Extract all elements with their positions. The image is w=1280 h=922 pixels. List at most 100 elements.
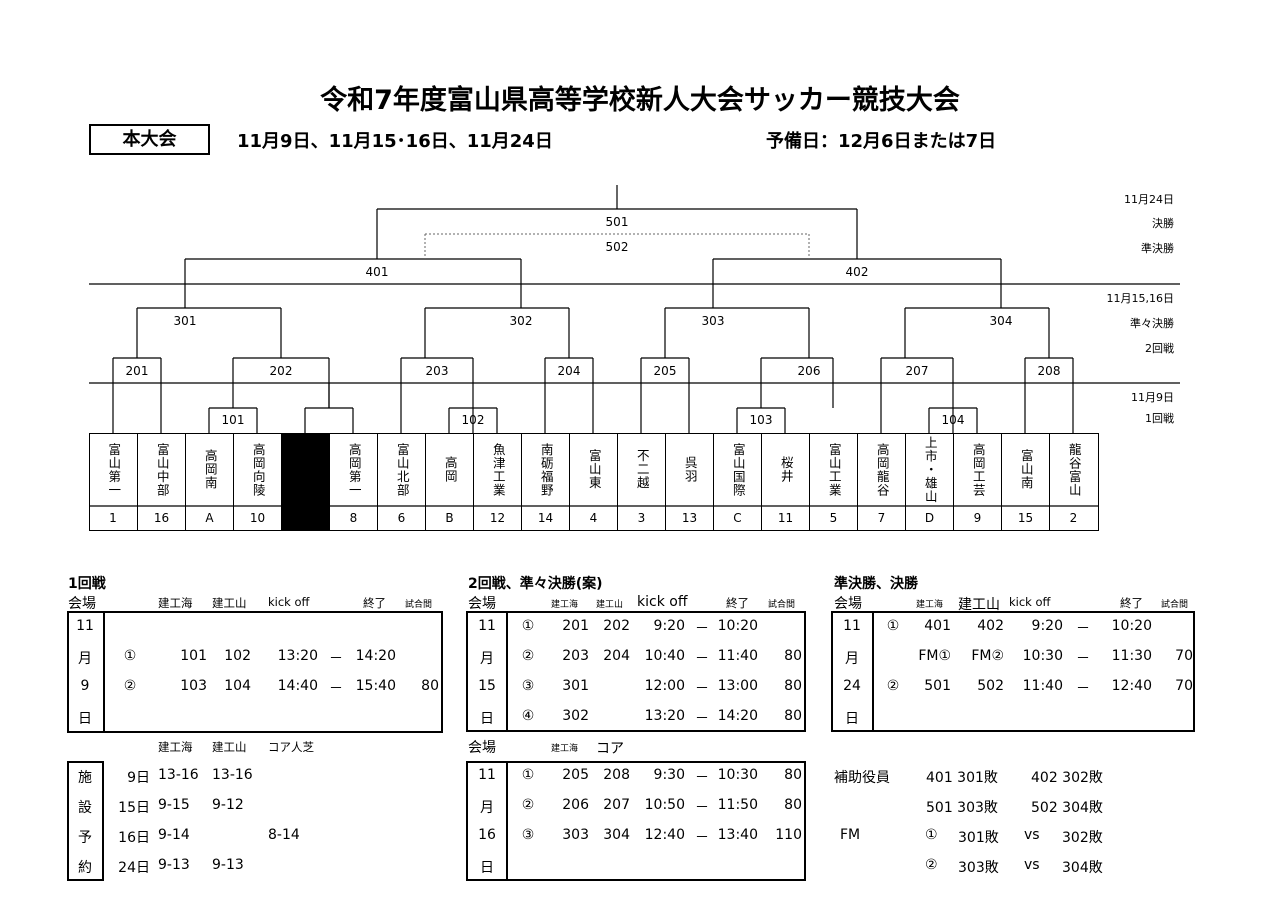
round3-cell: 70 [1175, 648, 1193, 664]
round2b-cell: 9:30 [653, 767, 685, 783]
bracket-label-304: 304 [989, 314, 1013, 328]
team-name: 富山北部 [394, 442, 410, 497]
round3-cell: 10:30 [1022, 648, 1063, 664]
fm-label: FM [840, 827, 861, 843]
team-name: 富山国際 [730, 442, 746, 497]
document-title: 令和7年度富山県高等学校新人大会サッカー競技大会 [320, 85, 960, 116]
col-header: 建工海 [916, 600, 944, 610]
team-name: 不二越 [634, 449, 650, 490]
round1-cell: 13:20 [277, 648, 318, 664]
round-label: 2回戦 [1145, 342, 1174, 355]
facility-cell: 16日 [118, 830, 150, 846]
round2-cell: 80 [784, 648, 802, 664]
round1-cell: － [329, 681, 343, 697]
col-header: 終了 [726, 596, 749, 610]
bracket-label-204: 204 [557, 364, 581, 378]
round3-divider [872, 611, 874, 732]
col-header: 試合間 [405, 600, 433, 610]
round-label: 1回戦 [1145, 412, 1174, 425]
helper-assignment: 501 303敗 [926, 800, 998, 816]
round-label: 11月24日 [1124, 193, 1174, 206]
facility-cell: 9-13 [158, 857, 190, 873]
team-name-cell: 富山東 [569, 433, 617, 506]
team-name: 高岡南 [202, 449, 218, 490]
reserve-dates: 予備日：12月6日または7日 [766, 131, 997, 152]
col-header: 建工海 [551, 744, 579, 754]
match-dates: 11月9日、11月15･16日、11月24日 [237, 131, 553, 152]
col-header: kick off [637, 594, 688, 610]
bracket-label-205: 205 [653, 364, 677, 378]
bracket-label-102: 102 [461, 413, 485, 427]
bracket-label-401: 401 [365, 265, 389, 279]
team-name: 呉羽 [682, 456, 698, 483]
round2-cell: － [695, 621, 709, 637]
round1-cell: ② [123, 678, 137, 694]
round2b-cell: － [695, 770, 709, 786]
bracket-label-202: 202 [269, 364, 293, 378]
facility-cell: 24日 [118, 860, 150, 876]
team-name: 高岡工芸 [970, 442, 986, 497]
team-seed: B [425, 506, 473, 530]
round3-title: 準決勝、決勝 [834, 576, 918, 592]
facility-cell: 15日 [118, 800, 150, 816]
bracket-label-203: 203 [425, 364, 449, 378]
round2-cell: 9:20 [653, 618, 685, 634]
round3-cell: － [1076, 621, 1090, 637]
round2b-cell: 12:40 [644, 827, 685, 843]
fm-match: 304敗 [1062, 860, 1103, 876]
round2-cell: ① [521, 618, 535, 634]
round2-cell: 13:00 [717, 678, 758, 694]
col-header: 建工山 [212, 740, 247, 754]
round1-date: 日 [78, 711, 92, 727]
helpers-label: 補助役員 [834, 770, 890, 786]
round2-cell: ② [521, 648, 535, 664]
round2-cell: － [695, 681, 709, 697]
round1-cell: － [329, 651, 343, 667]
team-seed: 2 [1049, 506, 1097, 530]
team-name-cell: 不二越 [617, 433, 665, 506]
bracket-label-302: 302 [509, 314, 533, 328]
team-name: 桜井 [778, 456, 794, 483]
round2b-date: 16 [478, 827, 496, 843]
round2-cell: 203 [562, 648, 589, 664]
round3-cell: 501 [924, 678, 951, 694]
round3-cell: 11:40 [1022, 678, 1063, 694]
round2b-cell: 10:50 [644, 797, 685, 813]
round-label: 11月9日 [1131, 391, 1174, 404]
round2-cell: 13:20 [644, 708, 685, 724]
col-header: kick off [1009, 595, 1051, 609]
team-seed: C [713, 506, 761, 530]
team-name: 龍谷富山 [1066, 442, 1082, 497]
team-name-cell: 富山工業 [809, 433, 857, 506]
round2-cell: 10:20 [717, 618, 758, 634]
bracket-label-502: 502 [605, 240, 629, 254]
team-name: 高岡向陵 [250, 442, 266, 497]
round1-date: 9 [80, 678, 90, 694]
round3-cell: － [1076, 651, 1090, 667]
team-seed: 7 [857, 506, 905, 530]
col-header: 建工海 [158, 596, 193, 610]
round2-title: 2回戦、準々決勝(案) [468, 576, 603, 592]
team-name-cell: 富山第一 [89, 433, 137, 506]
round2b-divider [506, 761, 508, 881]
team-name-cell: 高岡龍谷 [857, 433, 905, 506]
round2-divider [506, 611, 508, 732]
fm-match: vs [1024, 827, 1040, 843]
round3-cell: ② [886, 678, 900, 694]
round1-cell: 103 [180, 678, 207, 694]
team-name-cell: 高岡工芸 [953, 433, 1001, 506]
round2-cell: 80 [784, 678, 802, 694]
bracket-label-207: 207 [905, 364, 929, 378]
fm-match: ② [925, 857, 938, 873]
round1-box [67, 611, 443, 733]
col-header: 終了 [1120, 596, 1143, 610]
team-seed: 14 [521, 506, 569, 530]
helper-assignment: 502 304敗 [1031, 800, 1103, 816]
team-name-cell: 上市・雄山 [905, 433, 953, 506]
team-name-cell: 魚津工業 [473, 433, 521, 506]
bracket-label-206: 206 [797, 364, 821, 378]
round2b-date: 日 [480, 860, 494, 876]
fm-match: 303敗 [958, 860, 999, 876]
facility-cell: 13-16 [212, 767, 253, 783]
fm-match: 301敗 [958, 830, 999, 846]
